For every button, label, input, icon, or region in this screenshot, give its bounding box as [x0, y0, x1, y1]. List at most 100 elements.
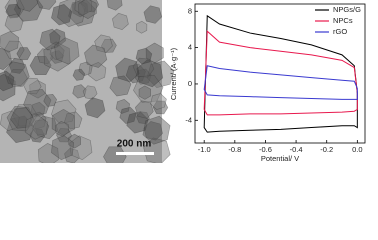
particle	[134, 68, 152, 85]
particle	[30, 101, 46, 118]
particle	[4, 40, 25, 59]
particle	[39, 28, 61, 51]
particle	[7, 69, 28, 87]
y-tick-label: -4	[185, 115, 192, 124]
particle	[43, 93, 58, 107]
y-axis-label: Current/ (A·g⁻¹)	[169, 47, 178, 100]
figure: 200 nm Current/ (A·g⁻¹) Potential/ V -4 0…	[0, 0, 366, 163]
y-tick-label: 4	[188, 43, 192, 52]
particle	[6, 105, 35, 132]
particle	[4, 13, 24, 33]
particle	[106, 0, 123, 11]
cv-curve	[203, 30, 358, 116]
particle	[5, 3, 22, 19]
particle	[72, 0, 88, 18]
legend-label: NPCs	[333, 16, 353, 25]
tem-background	[0, 0, 162, 163]
particle	[125, 63, 146, 84]
particle	[57, 0, 86, 28]
particle	[109, 75, 132, 97]
particle	[119, 106, 137, 124]
particle	[28, 111, 47, 130]
particle	[138, 85, 151, 100]
particle	[145, 42, 164, 64]
x-tick-label: -0.6	[259, 145, 272, 154]
particle	[68, 133, 82, 149]
particle	[80, 0, 100, 13]
particle	[50, 50, 64, 64]
cv-curve	[203, 65, 358, 100]
particle	[4, 0, 25, 17]
scale-bar	[116, 152, 154, 155]
particle	[103, 146, 127, 163]
particle	[63, 111, 83, 130]
particle	[29, 79, 46, 99]
particle	[64, 147, 80, 163]
particle	[23, 77, 42, 95]
particle	[136, 111, 150, 124]
particle	[51, 99, 77, 125]
particle	[78, 61, 93, 76]
particle	[133, 74, 164, 103]
particle	[115, 98, 131, 114]
particle	[29, 55, 52, 75]
x-tick-label: -0.8	[228, 145, 241, 154]
particle	[36, 0, 57, 10]
particle	[150, 93, 167, 110]
particle	[0, 110, 20, 132]
legend-label: rGO	[333, 27, 347, 36]
scale-label: 200 nm	[117, 139, 152, 150]
particle	[82, 85, 98, 100]
particle	[146, 60, 175, 89]
particle	[152, 100, 169, 115]
particle	[74, 0, 93, 16]
particle	[51, 108, 75, 136]
particle	[56, 128, 73, 143]
particle	[72, 84, 87, 99]
particle	[12, 104, 38, 127]
particle	[43, 41, 71, 72]
cv-curve	[203, 14, 358, 133]
particle	[0, 70, 15, 92]
particle	[84, 44, 108, 68]
x-tick-label: -1.0	[198, 145, 211, 154]
particle	[115, 57, 140, 83]
x-tick-label: 0.0	[352, 145, 362, 154]
x-tick-label: -0.4	[290, 145, 303, 154]
particle	[135, 47, 153, 65]
particle	[8, 58, 26, 74]
particle	[24, 114, 48, 140]
page: 200 nm Current/ (A·g⁻¹) Potential/ V -4 0…	[0, 0, 366, 163]
particle	[54, 121, 70, 137]
tem-image	[0, 0, 175, 163]
particle	[16, 47, 32, 61]
particle	[0, 47, 13, 71]
y-tick-label: 8	[188, 6, 192, 15]
particle	[34, 115, 59, 140]
particle	[0, 31, 20, 53]
particle	[135, 20, 148, 34]
particle	[32, 119, 50, 136]
particle	[36, 48, 54, 65]
particle	[68, 0, 96, 27]
legend-label: NPGs/G	[333, 5, 361, 14]
particle	[112, 12, 129, 31]
particle	[143, 121, 163, 141]
particle	[78, 0, 97, 20]
particle	[29, 128, 46, 143]
particle	[126, 111, 149, 134]
particle	[3, 61, 30, 87]
particle	[143, 137, 171, 163]
x-axis-label: Potential/ V	[261, 154, 299, 163]
x-tick-label: -0.2	[320, 145, 333, 154]
particle	[10, 107, 34, 129]
plot-frame	[194, 3, 366, 144]
particle	[84, 97, 106, 119]
particle	[0, 73, 16, 102]
particle	[69, 135, 93, 161]
y-tick-label: 0	[188, 79, 192, 88]
particle	[72, 68, 86, 81]
particle	[49, 28, 66, 47]
particle	[143, 5, 163, 24]
particle	[37, 142, 59, 163]
